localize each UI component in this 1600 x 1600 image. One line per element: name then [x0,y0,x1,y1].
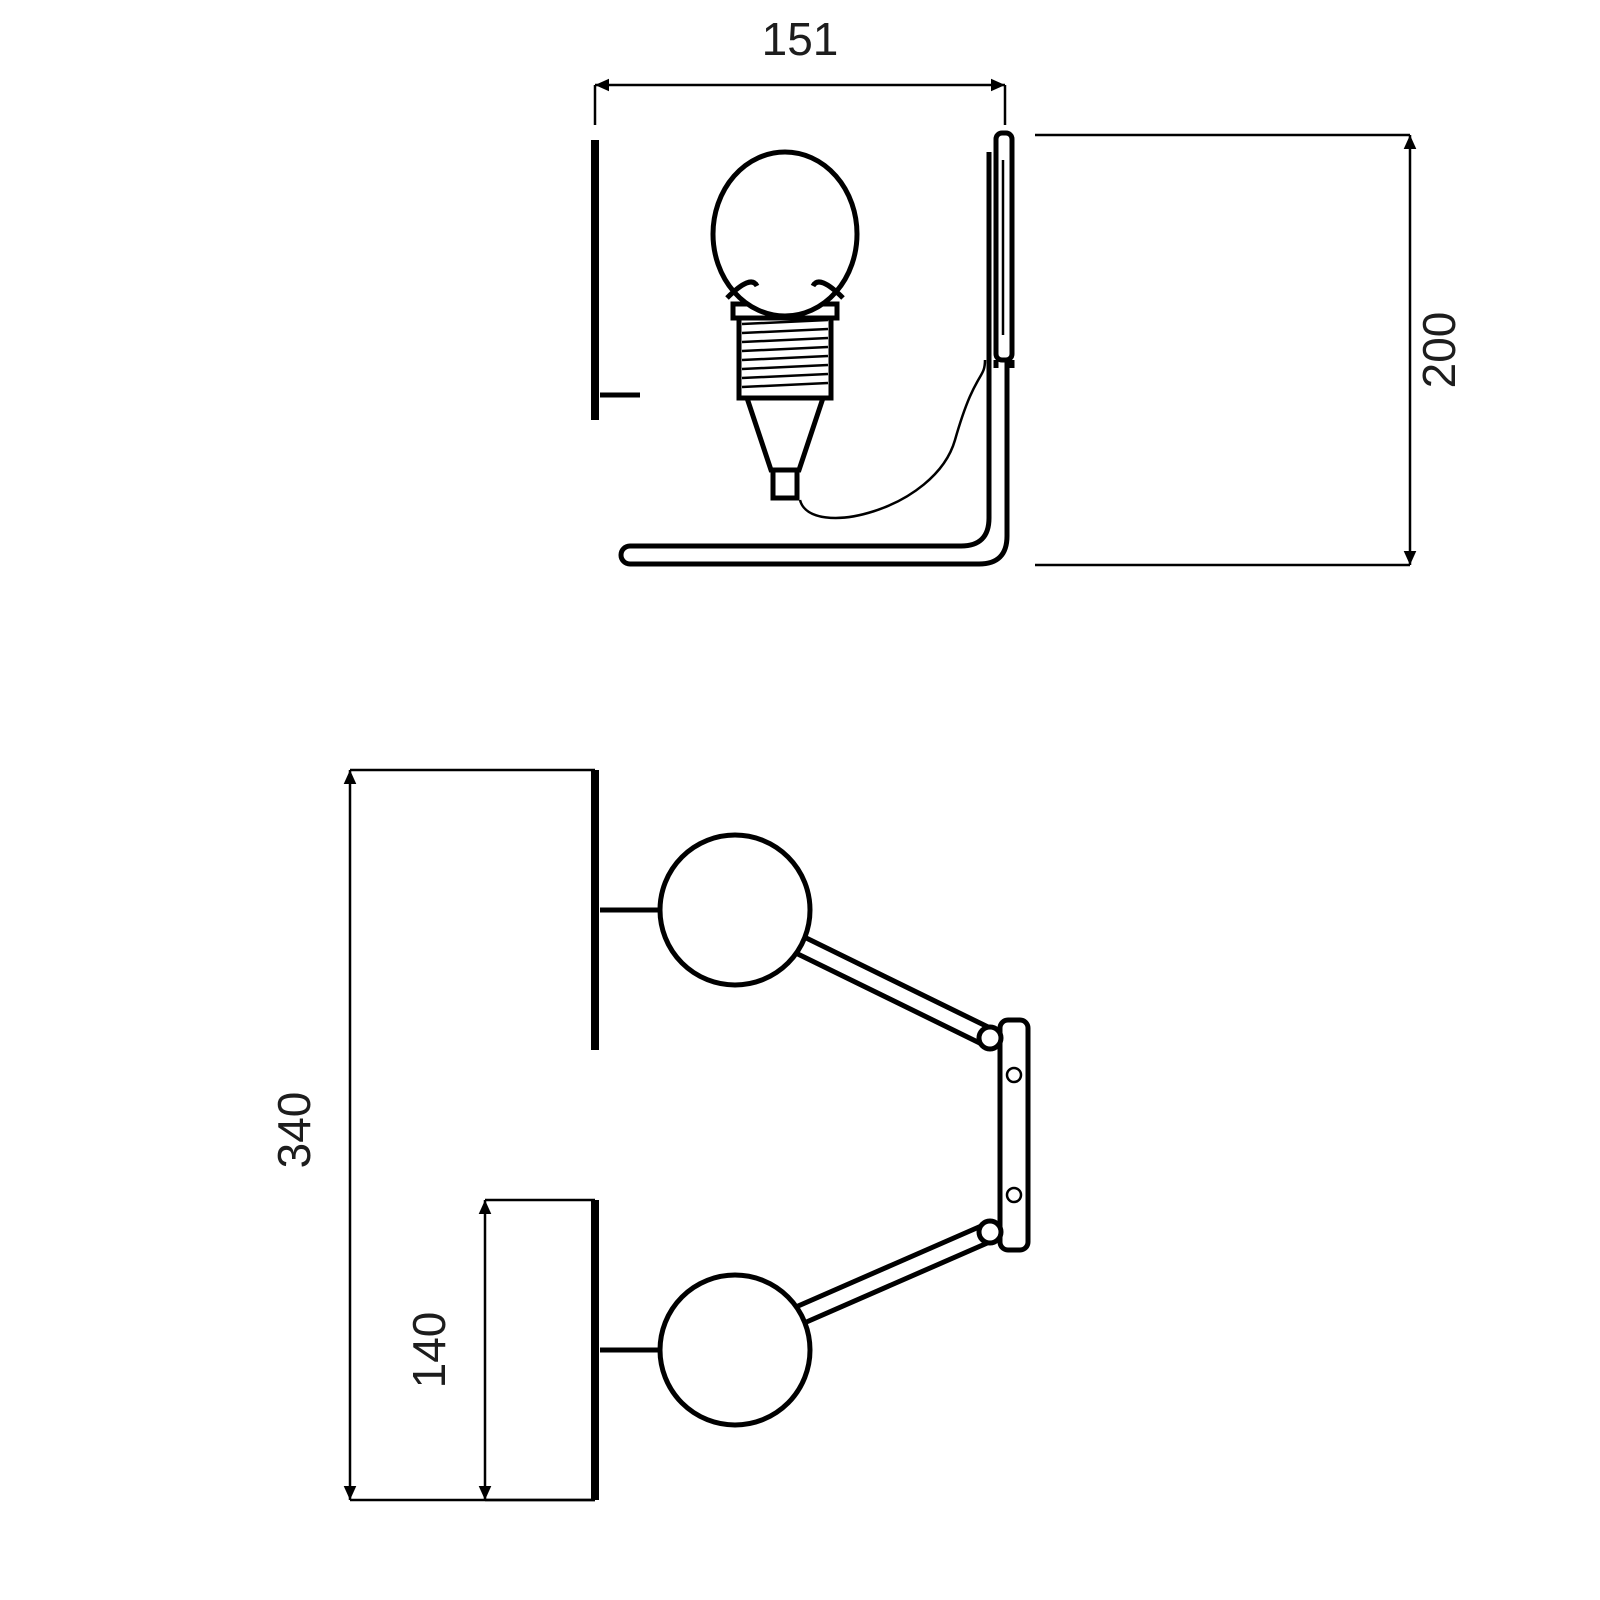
top-bulb [660,835,810,985]
dim-label-140: 140 [403,1312,455,1389]
top-arm [804,1240,994,1323]
dim-label-340: 340 [268,1092,320,1169]
top-bracket [1000,1020,1028,1250]
dim-label-200: 200 [1413,312,1465,389]
top-arm [796,953,986,1046]
top-bulb [660,1275,810,1425]
dim-label-151: 151 [762,13,839,65]
